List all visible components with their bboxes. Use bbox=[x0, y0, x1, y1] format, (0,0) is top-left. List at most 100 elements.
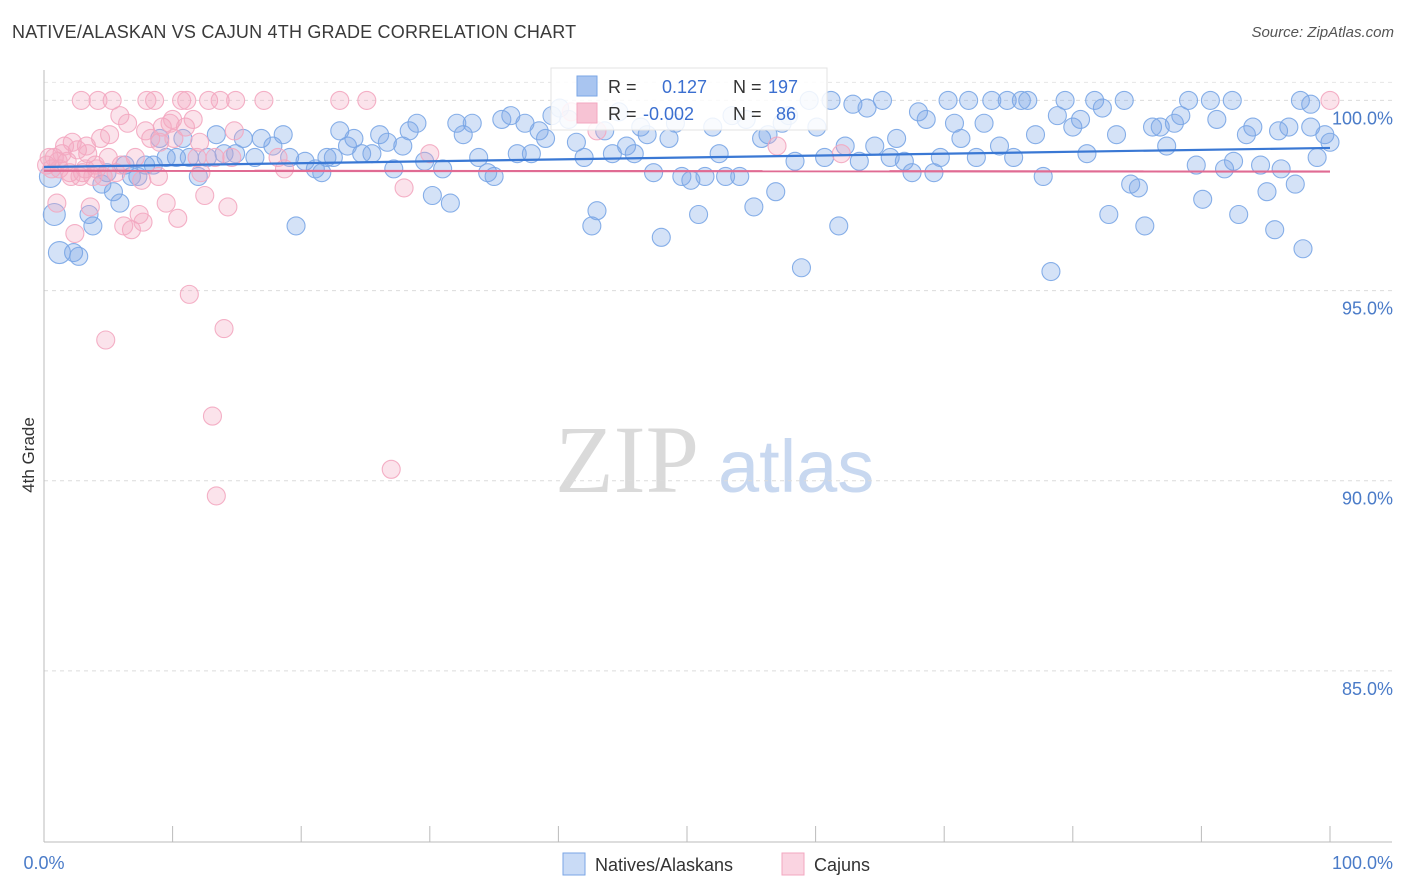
cajuns-point-5 bbox=[49, 159, 69, 179]
cajuns-point-61 bbox=[163, 109, 183, 129]
stats-box: R = 0.127 N = 197 R = -0.002 N = 86 bbox=[550, 67, 828, 131]
cajuns-point-17 bbox=[80, 197, 100, 217]
cajuns-point-67 bbox=[268, 147, 288, 168]
natives-point-116 bbox=[902, 163, 922, 183]
cajuns-point-63 bbox=[190, 132, 210, 152]
natives-point-158 bbox=[1207, 109, 1227, 129]
natives-point-120 bbox=[930, 147, 950, 168]
cajuns-point-64 bbox=[205, 147, 225, 168]
legend-label-cajuns: Cajuns bbox=[814, 855, 870, 875]
trend-lines bbox=[43, 146, 1331, 173]
chart-title: NATIVE/ALASKAN VS CAJUN 4TH GRADE CORREL… bbox=[12, 22, 577, 42]
natives-point-101 bbox=[791, 258, 812, 278]
natives-point-53 bbox=[447, 113, 467, 133]
y-tick-label-1: 95.0% bbox=[1342, 299, 1393, 319]
watermark-zip: ZIP bbox=[555, 406, 699, 513]
natives-points bbox=[38, 90, 1340, 282]
natives-point-55 bbox=[462, 113, 482, 133]
natives-point-133 bbox=[1025, 125, 1046, 145]
natives-point-97 bbox=[766, 182, 786, 202]
natives-point-71 bbox=[582, 216, 602, 236]
natives-point-117 bbox=[908, 102, 929, 122]
cajuns-point-49 bbox=[195, 185, 215, 206]
natives-point-129 bbox=[997, 90, 1017, 110]
natives-point-144 bbox=[1106, 125, 1127, 145]
natives-point-70 bbox=[574, 147, 594, 168]
natives-point-134 bbox=[1033, 166, 1053, 187]
y-tick-label-0: 100.0% bbox=[1332, 108, 1393, 128]
natives-point-169 bbox=[1285, 174, 1305, 194]
cajuns-point-66 bbox=[254, 90, 274, 110]
natives-point-124 bbox=[959, 90, 979, 110]
stats-n-natives: 197 bbox=[768, 77, 798, 97]
cajuns-point-65 bbox=[224, 121, 244, 141]
natives-point-28 bbox=[251, 128, 271, 149]
natives-point-1 bbox=[42, 202, 66, 227]
natives-point-111 bbox=[865, 136, 885, 156]
natives-point-155 bbox=[1186, 155, 1206, 175]
natives-point-40 bbox=[344, 128, 364, 149]
natives-point-176 bbox=[1290, 90, 1310, 110]
natives-point-61 bbox=[507, 144, 527, 164]
natives-trend-line bbox=[43, 146, 1331, 169]
natives-point-175 bbox=[1301, 94, 1321, 114]
cajuns-point-50 bbox=[199, 90, 219, 110]
natives-point-139 bbox=[1070, 109, 1091, 129]
natives-point-135 bbox=[1041, 262, 1061, 282]
stats-n-label-cajuns: N = bbox=[733, 104, 762, 124]
cajuns-point-62 bbox=[177, 90, 197, 110]
natives-point-10 bbox=[110, 193, 130, 213]
cajuns-point-73 bbox=[420, 144, 440, 164]
natives-point-32 bbox=[286, 216, 306, 236]
natives-point-162 bbox=[1236, 125, 1256, 145]
natives-point-167 bbox=[1271, 159, 1291, 179]
natives-point-42 bbox=[362, 144, 382, 164]
stats-r-label-natives: R = bbox=[608, 77, 637, 97]
natives-point-131 bbox=[1011, 90, 1031, 110]
natives-point-151 bbox=[1157, 136, 1177, 156]
natives-point-106 bbox=[829, 216, 849, 236]
cajuns-point-59 bbox=[100, 125, 120, 145]
natives-point-123 bbox=[951, 128, 971, 149]
natives-point-140 bbox=[1077, 144, 1097, 164]
natives-point-94 bbox=[744, 197, 764, 217]
natives-point-64 bbox=[529, 121, 549, 141]
natives-point-152 bbox=[1164, 113, 1184, 133]
cajuns-point-30 bbox=[121, 220, 141, 240]
stats-n-cajuns: 86 bbox=[776, 104, 796, 124]
cajuns-point-0 bbox=[37, 155, 57, 175]
natives-point-89 bbox=[709, 144, 729, 164]
tick-labels: 100.0% 95.0% 90.0% 85.0% 0.0% 100.0% bbox=[23, 108, 1393, 873]
natives-point-149 bbox=[1142, 117, 1163, 137]
natives-point-25 bbox=[226, 144, 246, 164]
natives-point-136 bbox=[1047, 106, 1067, 126]
legend: Natives/Alaskans Cajuns bbox=[562, 852, 870, 876]
natives-point-76 bbox=[617, 136, 637, 156]
natives-point-126 bbox=[974, 113, 994, 133]
natives-point-170 bbox=[1293, 239, 1313, 259]
natives-point-148 bbox=[1135, 216, 1155, 236]
natives-point-104 bbox=[815, 147, 835, 168]
y-tick-label-3: 85.0% bbox=[1342, 679, 1393, 699]
natives-point-50 bbox=[422, 185, 442, 206]
natives-point-3 bbox=[64, 242, 84, 263]
cajuns-point-20 bbox=[88, 90, 108, 110]
cajuns-point-60 bbox=[136, 121, 156, 141]
x-tick-label-right: 100.0% bbox=[1332, 853, 1393, 873]
stats-r-natives: 0.127 bbox=[662, 77, 707, 97]
natives-point-86 bbox=[689, 204, 709, 225]
cajuns-point-34 bbox=[137, 90, 157, 110]
natives-point-178 bbox=[1224, 151, 1244, 171]
natives-point-48 bbox=[407, 113, 427, 133]
natives-point-118 bbox=[916, 109, 936, 129]
natives-point-163 bbox=[1243, 117, 1263, 137]
cajuns-point-48 bbox=[191, 163, 211, 183]
cajuns-point-46 bbox=[183, 109, 203, 129]
natives-point-23 bbox=[206, 125, 226, 145]
natives-point-4 bbox=[69, 246, 89, 266]
stats-r-label-cajuns: R = bbox=[608, 104, 637, 124]
cajuns-point-52 bbox=[206, 486, 226, 506]
cajuns-point-29 bbox=[118, 113, 138, 133]
legend-swatch-natives bbox=[562, 852, 586, 876]
